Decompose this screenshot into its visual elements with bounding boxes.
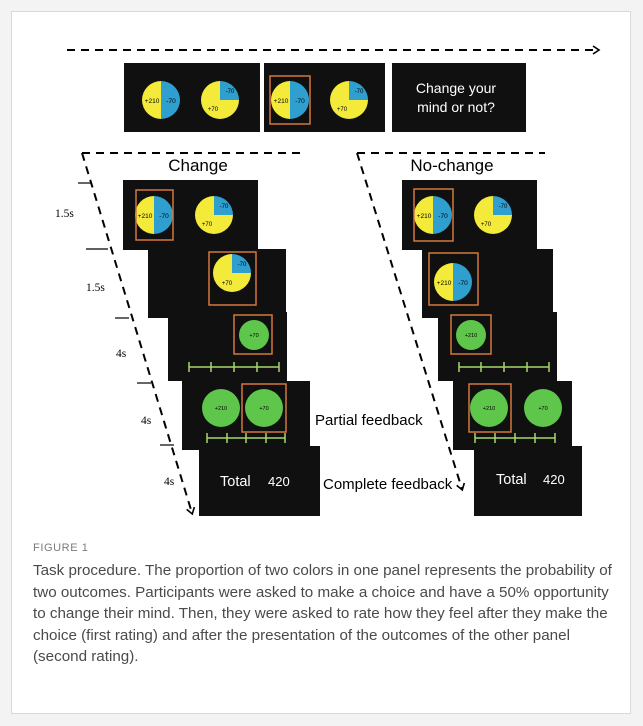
value-label: -70: [238, 262, 247, 268]
complete-feedback-label: Complete feedback: [323, 476, 453, 493]
nochange-time-arrow: [356, 152, 466, 492]
change-title: Change: [168, 156, 228, 175]
selection-frame: [233, 314, 273, 355]
duration-label: 1.5s: [55, 208, 74, 220]
option-panel-right: -70 +70: [201, 81, 239, 119]
selection-frame: [450, 314, 492, 355]
value-label: -70: [458, 280, 468, 287]
top-choice-screen-2: +210 -70 -70 +70: [264, 63, 385, 132]
value-label: +70: [337, 107, 348, 113]
outcome-label: +70: [259, 406, 268, 412]
selection-frame: [413, 188, 454, 242]
value-label: -70: [159, 213, 169, 220]
value-label: -70: [295, 98, 305, 105]
change-prompt-screen: Change your mind or not?: [392, 63, 526, 132]
change-screen-1: +210 -70 -70 +70: [123, 180, 258, 250]
value-label: -70: [220, 204, 229, 210]
value-label: +210: [437, 280, 452, 287]
change-screen-4: +210 +70: [182, 381, 310, 450]
rating-scale: [458, 362, 550, 372]
value-label: -70: [355, 89, 364, 95]
prompt-line-1: Change your: [416, 80, 497, 96]
value-label: -70: [166, 98, 176, 105]
selection-frame: [241, 383, 287, 433]
selection-frame: [208, 251, 257, 306]
duration-label: 4s: [116, 348, 127, 360]
nochange-screen-1: +210 -70 -70 +70: [402, 180, 537, 250]
outcome-label: +70: [249, 333, 258, 339]
rating-scale: [188, 362, 280, 372]
top-choice-screen-1: +210 -70 -70 +70: [124, 63, 260, 132]
change-screen-2: -70 +70: [148, 249, 286, 318]
partial-feedback-label: Partial feedback: [315, 412, 423, 429]
figure-caption: Task procedure. The proportion of two co…: [33, 562, 612, 665]
prompt-line-2: mind or not?: [417, 99, 495, 115]
value-label: +210: [138, 213, 153, 220]
change-time-arrow: [81, 152, 196, 516]
value-label: +70: [202, 222, 213, 228]
nochange-screen-3: +210: [438, 312, 557, 381]
time-ticks: [78, 182, 174, 446]
outcome-label: +210: [465, 333, 477, 339]
change-screen-5: Total 420: [199, 446, 320, 516]
value-label: +210: [145, 98, 160, 105]
value-label: -70: [226, 89, 235, 95]
rating-scale: [206, 433, 286, 443]
selection-frame: [269, 75, 311, 125]
value-label: +70: [222, 281, 233, 287]
value-label: -70: [499, 204, 508, 210]
nochange-screen-2: +210 -70: [422, 249, 553, 318]
change-screen-3: +70: [168, 312, 287, 381]
outcome-label: +70: [538, 406, 547, 412]
nochange-screen-5: Total 420: [474, 446, 582, 516]
total-label: Total: [496, 472, 527, 488]
selection-frame: [135, 189, 174, 241]
value-label: +210: [274, 98, 289, 105]
selection-frame: [468, 383, 512, 433]
duration-label: 1.5s: [86, 282, 105, 294]
value-label: -70: [438, 213, 448, 220]
selection-frame: [428, 252, 479, 306]
figure-label: FIGURE 1: [33, 542, 89, 554]
duration-label: 4s: [164, 476, 175, 488]
nochange-screen-4: +210 +70: [453, 381, 572, 450]
outcome-label: +210: [483, 406, 495, 412]
total-label: Total: [220, 474, 251, 490]
rating-scale: [474, 433, 556, 443]
value-label: +70: [481, 222, 492, 228]
option-panel-left: +210 -70: [142, 81, 180, 119]
outcome-label: +210: [215, 406, 227, 412]
duration-label: 4s: [141, 415, 152, 427]
nochange-title: No-change: [410, 156, 493, 175]
task-procedure-figure: +210 -70 -70 +70 +210 -70 -70 +70 Change…: [55, 45, 601, 516]
value-label: +70: [208, 107, 219, 113]
total-value: 420: [268, 474, 290, 489]
total-value: 420: [543, 472, 565, 487]
value-label: +210: [417, 213, 432, 220]
